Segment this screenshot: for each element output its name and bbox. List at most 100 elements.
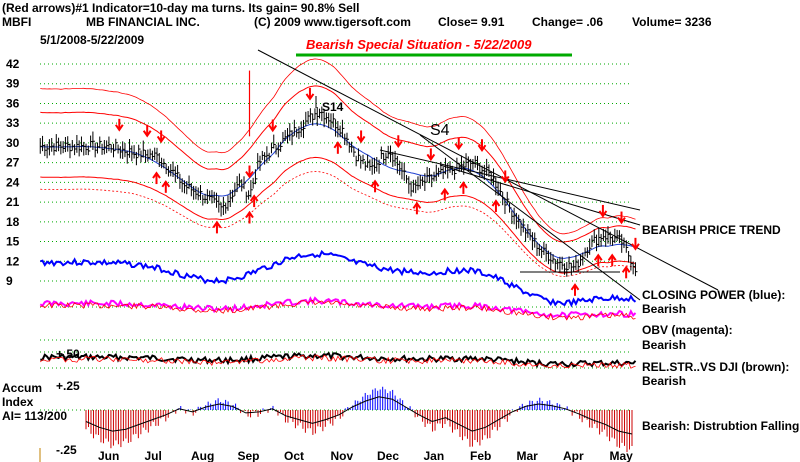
arrow-head: [245, 170, 254, 179]
x-tick-label: Oct: [284, 449, 304, 462]
up-arrow-icon: [370, 179, 380, 193]
up-arrow-icon: [249, 194, 259, 208]
arrow-head: [114, 124, 124, 132]
up-arrow-icon: [570, 283, 580, 296]
down-arrow-icon: [598, 204, 608, 218]
arrow-head: [631, 243, 640, 251]
up-arrow-icon: [212, 220, 222, 234]
outer-upper-band: [40, 58, 636, 235]
header-date-range: 5/1/2008-5/22/2009: [40, 33, 144, 47]
accum-index-histogram: [85, 386, 633, 453]
arrow-head: [370, 179, 380, 187]
accum-bottom-label: -.25: [56, 443, 77, 457]
relstr-ma-line: [40, 354, 636, 369]
y-tick-label: 30: [6, 136, 20, 150]
price-bars: [39, 70, 638, 277]
arrow-head: [161, 180, 171, 188]
arrow-head: [617, 216, 626, 225]
y-tick-label: 21: [6, 195, 20, 209]
arrow-head: [142, 130, 152, 138]
obv-status: Bearish: [642, 338, 686, 352]
arrow-head: [156, 135, 166, 144]
arrow-head: [454, 142, 464, 151]
x-axis-labels: Jun Jul Aug Sep Oct Nov Dec Jan Feb Mar Apr May: [39, 448, 634, 462]
x-tick-label: Feb: [470, 449, 491, 462]
header-indicator-text: (Red arrows)#1 Indicator=10-day ma turns…: [2, 1, 359, 15]
lower-band: [40, 156, 636, 274]
arrow-head: [393, 140, 403, 149]
arrow-head: [477, 144, 487, 152]
bearish-price-trend-line: [439, 164, 641, 226]
down-arrow-icon: [268, 119, 278, 133]
signal-arrows: [114, 87, 640, 296]
arrow-head: [593, 253, 603, 261]
closing-power-status: Bearish: [642, 302, 686, 316]
y-axis-labels: 42 39 36 33 30 27 24 21 18 15 12 9: [6, 57, 20, 288]
arrow-head: [152, 171, 161, 179]
arrow-head: [491, 199, 501, 207]
closing-power-label: CLOSING POWER (blue):: [642, 288, 785, 302]
header-change: Change= .06: [532, 15, 603, 29]
obv-line: [39, 296, 637, 321]
down-arrow-icon: [477, 139, 487, 152]
x-tick-label: Apr: [563, 449, 584, 462]
arrow-head: [356, 135, 366, 144]
y-tick-label: 42: [6, 57, 20, 71]
accum-ma-line: [85, 396, 633, 435]
arrow-head: [459, 181, 468, 189]
up-arrow-icon: [412, 201, 422, 215]
x-tick-label: May: [610, 449, 634, 462]
up-arrow-icon: [440, 187, 450, 201]
accum-title-line1: Accum: [2, 381, 42, 395]
y-tick-label: 15: [6, 235, 20, 249]
header-copyright: (C) 2009 www.tigersoft.com: [254, 15, 411, 29]
y-tick-label: 12: [6, 254, 20, 268]
down-arrow-icon: [426, 148, 436, 162]
y-tick-label: 24: [6, 175, 20, 189]
arrow-head: [412, 201, 422, 209]
up-arrow-icon: [459, 181, 468, 194]
x-tick-label: Jul: [145, 449, 162, 462]
trend-lines: [257, 49, 719, 301]
header-company: MB FINANCIAL INC.: [86, 15, 200, 29]
accum-top-label: +.25: [56, 379, 80, 393]
down-arrow-icon: [617, 211, 626, 225]
arrow-head: [333, 141, 343, 149]
arrow-head: [598, 210, 608, 218]
x-tick-label: Aug: [191, 449, 214, 462]
relstr-scale-label: +.50: [56, 347, 80, 361]
y-tick-label: 18: [6, 215, 20, 229]
arrow-head: [249, 194, 259, 202]
arrow-head: [621, 265, 631, 273]
x-tick-label: Jan: [424, 449, 445, 462]
x-tick-label: Jun: [98, 449, 119, 462]
obv-label: OBV (magenta):: [642, 323, 733, 337]
y-tick-label: 9: [6, 274, 13, 288]
arrow-head: [245, 210, 254, 219]
x-tick-label: Dec: [377, 449, 399, 462]
down-arrow-icon: [454, 137, 464, 151]
arrow-head: [570, 283, 580, 291]
x-tick-label: Sep: [238, 449, 260, 462]
relstr-label: REL.STR..VS DJI (brown):: [642, 360, 789, 374]
header-volume: Volume= 3236: [632, 15, 712, 29]
x-tick-label: Mar: [517, 449, 539, 462]
down-arrow-icon: [156, 130, 166, 144]
arrow-head: [607, 253, 617, 261]
up-arrow-icon: [333, 141, 343, 154]
arrow-head: [268, 124, 278, 133]
header-close: Close= 9.91: [438, 15, 505, 29]
header-symbol: MBFI: [2, 15, 31, 29]
downtrend-line-2: [379, 149, 641, 211]
up-arrow-icon: [245, 210, 254, 224]
down-arrow-icon: [500, 170, 510, 184]
y-tick-label: 27: [6, 156, 20, 170]
y-tick-label: 36: [6, 96, 20, 110]
accum-ai: AI= 113/200: [2, 409, 67, 423]
down-arrow-icon: [393, 135, 403, 149]
up-arrow-icon: [491, 199, 501, 213]
x-tick-label: Nov: [331, 449, 354, 462]
relstr-status: Bearish: [642, 374, 686, 388]
arrow-head: [440, 187, 450, 196]
